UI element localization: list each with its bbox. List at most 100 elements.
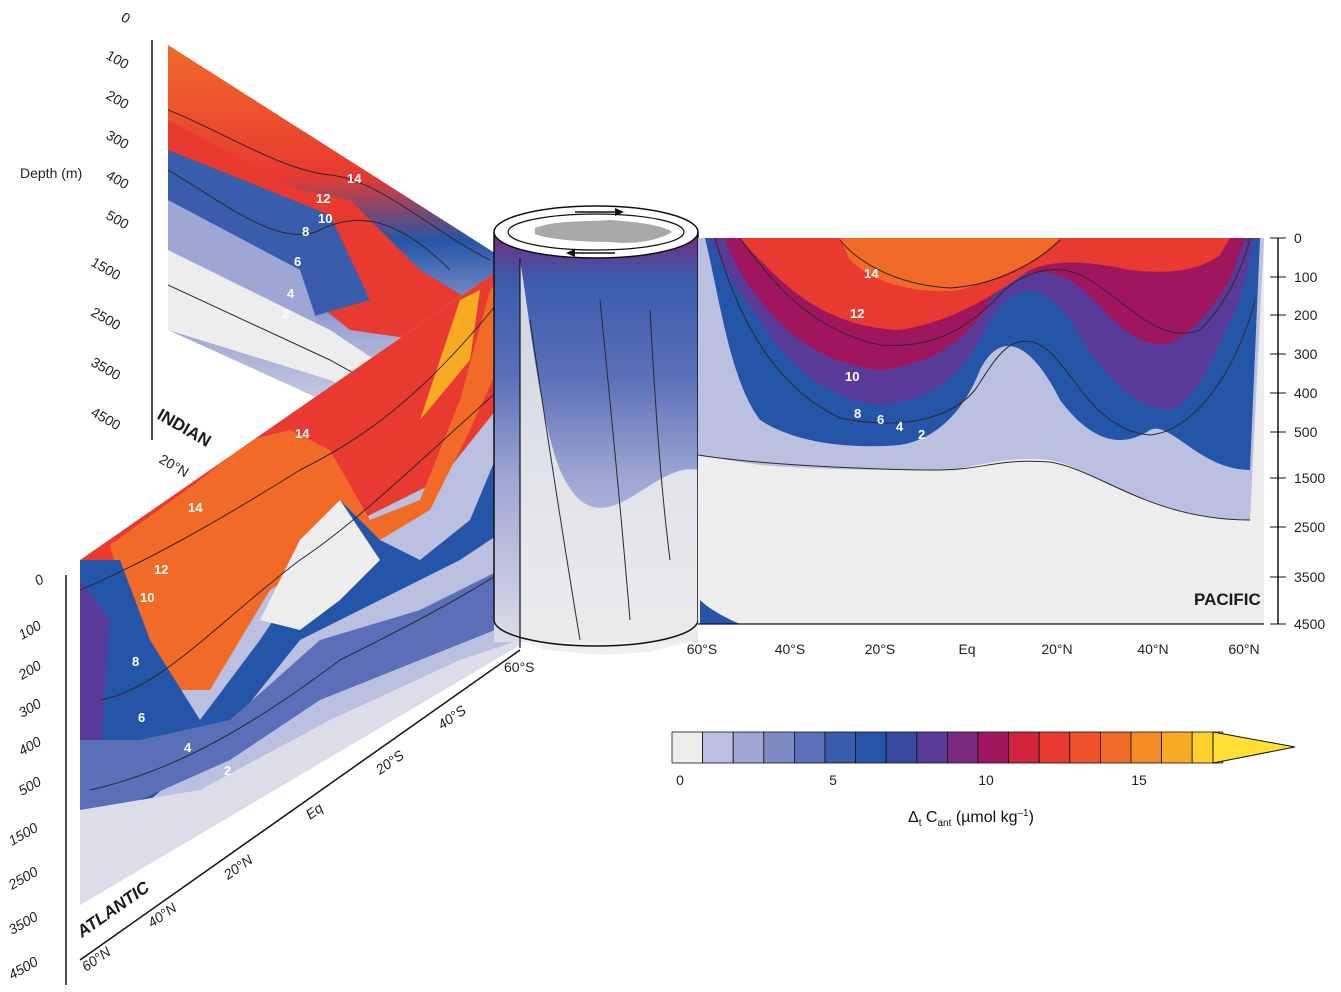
atlantic-lat-tick: 20°N (220, 851, 256, 883)
pacific-contour-label: 8 (854, 406, 861, 421)
atlantic-contour (80, 299, 501, 591)
pacific-lat-ticks: 60°S 40°S 20°S Eq 20°N 40°N 60°N (687, 641, 1260, 657)
indian-contour-label: 10 (318, 211, 332, 226)
depth-tick-label: 100 (16, 617, 44, 643)
pacific-lat-tick: 60°N (1228, 641, 1259, 657)
colorbar-cell (947, 731, 979, 764)
depth-tick-label: 100 (1294, 269, 1318, 285)
pacific-band (840, 238, 1060, 291)
colorbar-cell (671, 731, 704, 764)
pacific-lat-tick: 40°S (775, 641, 806, 657)
depth-tick-label: 4500 (89, 404, 124, 434)
circulation-arrow-head (615, 208, 624, 216)
depth-tick-label: 400 (104, 167, 132, 193)
pacific-lat-tick: 20°N (1041, 641, 1072, 657)
depth-tick-label: 1500 (6, 819, 41, 849)
atlantic-contour-label: 10 (140, 590, 154, 605)
colorbar-ticks: 0 5 10 15 (676, 772, 1147, 788)
atlantic-lat-tick: 60°S (504, 659, 535, 675)
indian-contour-label: 8 (302, 224, 309, 239)
cylinder-contour (529, 299, 671, 641)
colorbar-label: Δt Cant (µmol kg–1) (908, 808, 1034, 829)
depth-tick-label: 300 (104, 127, 132, 153)
colorbar-cell (1130, 731, 1163, 764)
depth-tick-label: 300 (16, 695, 44, 721)
depth-tick-label: 400 (1294, 385, 1318, 401)
indian-band (168, 200, 320, 330)
colorbar-cell (763, 731, 795, 764)
depth-tick-label: 500 (16, 773, 44, 799)
atlantic-depth-ticks: 0 100 200 300 400 500 1500 2500 3500 450… (5, 571, 47, 983)
pacific-contour-label: 12 (850, 306, 864, 321)
depth-tick-label: 100 (104, 47, 132, 73)
indian-contour-label: 14 (347, 171, 362, 186)
pacific-contour-label: 10 (845, 369, 859, 384)
atlantic-lat-tick: Eq (303, 799, 326, 822)
colorbar-cell (1008, 731, 1040, 764)
antarctica-map (535, 220, 672, 243)
atlantic-contour (99, 379, 511, 701)
depth-axis-title: Depth (m) (20, 165, 82, 181)
depth-tick-label: 3500 (6, 908, 41, 938)
colorbar-cell (1038, 731, 1071, 764)
atlantic-contour-label: 12 (154, 562, 168, 577)
basin-label-pacific: PACIFIC (1194, 590, 1261, 609)
colorbar-tick-label: 15 (1131, 772, 1147, 788)
colorbar-cell (732, 731, 765, 764)
colorbar-cell (977, 731, 1010, 764)
colorbar-cells (671, 731, 1224, 764)
pacific-lat-tick: Eq (958, 641, 975, 657)
pacific-contour (739, 237, 1251, 347)
colorbar-tick-label: 10 (978, 772, 994, 788)
atlantic-contour (89, 559, 520, 791)
depth-tick-label: 500 (104, 207, 132, 233)
cylinder-band (520, 260, 698, 655)
pacific-lat-tick: 40°N (1137, 641, 1168, 657)
pacific-contour-label: 6 (877, 412, 884, 427)
depth-tick-label: 4500 (1294, 616, 1325, 632)
indian-contour (168, 169, 451, 271)
colorbar-tick-label: 0 (676, 772, 684, 788)
depth-tick-label: 0 (1294, 230, 1302, 246)
atlantic-section: 14 14 12 10 8 6 4 2 0 100 200 300 400 50… (5, 255, 535, 985)
pacific-lat-tick: 60°S (687, 641, 718, 657)
depth-tick-label: 3500 (89, 354, 124, 384)
atlantic-contour-label: 8 (132, 654, 139, 669)
atlantic-lat-tick: 40°N (145, 899, 181, 931)
circulation-arrow-head (566, 249, 575, 257)
colorbar-extension-arrow (1212, 731, 1296, 764)
atlantic-band (420, 290, 480, 420)
depth-tick-label: 4500 (6, 953, 41, 983)
atlantic-lat-axis (79, 649, 521, 961)
pacific-contour-label: 4 (896, 419, 904, 434)
colorbar-cell (1069, 731, 1101, 764)
indian-depth-ticks: 0 100 200 300 400 500 1500 2500 3500 450… (89, 9, 134, 434)
depth-tick-label: 500 (1294, 424, 1318, 440)
indian-contour-label: 2 (282, 306, 289, 321)
pacific-depth-ticks: 0 100 200 300 400 500 1500 2500 3500 450… (1270, 230, 1325, 632)
pacific-contour-label: 14 (864, 266, 879, 281)
indian-lat-tick: 20°N (157, 451, 192, 480)
colorbar-cell (1100, 731, 1132, 764)
atlantic-band (80, 580, 110, 760)
atlantic-contour-label: 14 (188, 500, 203, 515)
colorbar: 0 5 10 15 Δt Cant (µmol kg–1) (671, 731, 1296, 829)
depth-tick-label: 400 (16, 733, 44, 759)
atlantic-contour-label: 6 (138, 710, 145, 725)
depth-tick-label: 200 (1294, 307, 1318, 323)
atlantic-band (80, 560, 520, 830)
depth-tick-label: 3500 (1294, 569, 1325, 585)
depth-tick-label: 2500 (89, 304, 124, 334)
atlantic-band (110, 255, 520, 690)
depth-tick-label: 2500 (5, 863, 41, 893)
pacific-lat-tick: 20°S (865, 641, 896, 657)
pacific-contour (714, 237, 1256, 436)
indian-contour (168, 109, 491, 261)
depth-tick-label: 0 (119, 9, 134, 27)
colorbar-cell (1161, 731, 1193, 764)
atlantic-contour-label: 4 (184, 740, 192, 755)
pacific-band (700, 600, 740, 624)
atlantic-band (80, 640, 520, 905)
depth-tick-label: 300 (1294, 346, 1318, 362)
